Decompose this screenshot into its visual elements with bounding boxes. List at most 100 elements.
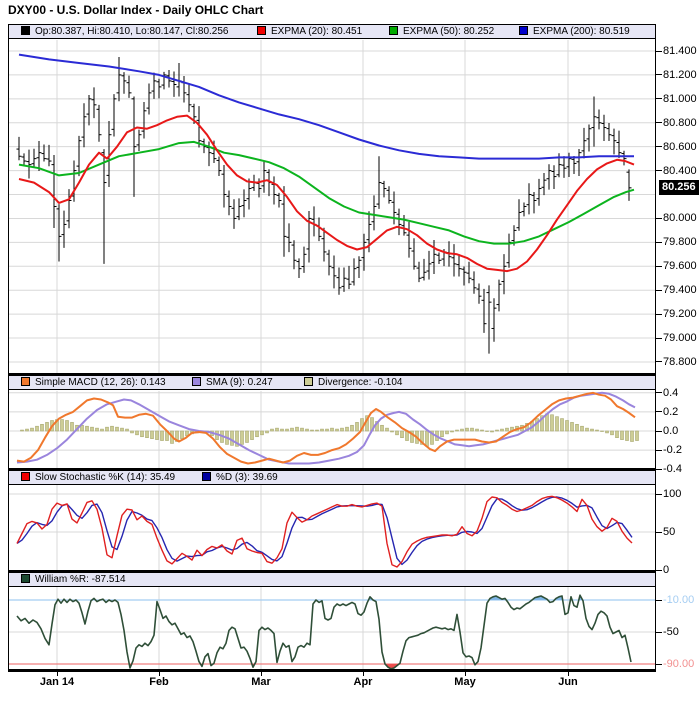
stochastic-legend-item: Slow Stochastic %K (14): 35.49 (21, 472, 175, 484)
y-axis-label: 78.800 (663, 355, 697, 368)
y-axis-tick (656, 531, 662, 533)
price-legend-item: EXPMA (50): 80.252 (389, 26, 494, 38)
x-axis-tick (465, 672, 466, 676)
x-axis-tick (568, 672, 569, 676)
y-axis-label: -0.4 (663, 463, 682, 476)
y-axis-label: -50 (663, 626, 679, 638)
y-axis-tick (656, 146, 662, 148)
y-axis-tick (656, 468, 662, 470)
macd-swatch-icon (192, 377, 201, 386)
macd-chart (9, 391, 655, 468)
price-legend-label: EXPMA (50): 80.252 (403, 26, 495, 37)
x-axis-tick (57, 672, 58, 676)
x-axis-label: Jun (558, 676, 578, 688)
x-axis-label: Feb (149, 676, 169, 688)
y-axis-label: 80.000 (663, 212, 697, 225)
macd-legend-label: SMA (9): 0.247 (206, 377, 273, 388)
williams-legend-label: William %R: -87.514 (35, 574, 126, 585)
y-axis-tick (656, 631, 662, 633)
stochastic-swatch-icon (21, 472, 30, 481)
y-axis-label: 0.4 (663, 386, 679, 399)
stochastic-swatch-icon (202, 472, 211, 481)
x-axis-label: May (454, 676, 476, 688)
y-axis-label: 80.400 (663, 164, 697, 177)
price-swatch-icon (257, 26, 266, 35)
panel-separator (8, 373, 656, 376)
price-legend-item: EXPMA (200): 80.519 (519, 26, 630, 38)
y-axis-label: 81.400 (663, 45, 697, 57)
y-axis-label: 79.000 (663, 332, 697, 345)
price-legend-label: EXPMA (20): 80.451 (271, 26, 363, 37)
y-axis-tick (656, 241, 662, 243)
y-axis-tick (656, 430, 662, 432)
y-axis-label: 79.600 (663, 260, 697, 273)
y-axis-label: 81.000 (663, 92, 697, 105)
y-axis-tick (656, 265, 662, 267)
price-swatch-icon (21, 26, 30, 35)
y-axis-tick (656, 663, 662, 665)
y-axis-label: 100 (663, 488, 682, 500)
macd-legend-label: Divergence: -0.104 (318, 377, 403, 388)
y-axis-label: 80.600 (663, 140, 697, 153)
y-axis-tick (656, 392, 662, 394)
macd-legend-item: Simple MACD (12, 26): 0.143 (21, 377, 166, 389)
stochastic-chart (9, 485, 655, 570)
panel-separator (8, 570, 656, 573)
y-axis-tick (656, 411, 662, 413)
x-axis-tick (261, 672, 262, 676)
y-axis-label: 0 (663, 564, 670, 576)
y-axis-tick (656, 361, 662, 363)
x-axis-label: Jan 14 (39, 676, 75, 688)
last-price-tag: 80.256 (659, 179, 699, 195)
y-axis-label: 80.800 (663, 116, 697, 129)
chart-title: DXY00 - U.S. Dollar Index - Daily OHLC C… (8, 3, 264, 17)
williams-legend-bar: William %R: -87.514 (9, 573, 655, 587)
x-axis-tick (363, 672, 364, 676)
macd-swatch-icon (21, 377, 30, 386)
y-axis-label: 79.400 (663, 284, 697, 297)
y-axis-tick (656, 289, 662, 291)
y-axis-tick (656, 449, 662, 451)
macd-legend-item: SMA (9): 0.247 (192, 377, 273, 389)
y-axis-tick (656, 493, 662, 495)
y-axis-label: 0.2 (663, 405, 679, 418)
price-chart (9, 40, 655, 373)
x-axis-label: Apr (353, 676, 373, 688)
price-legend-label: Op:80.387, Hi:80.410, Lo:80.147, Cl:80.2… (35, 26, 229, 37)
y-axis-label: 79.200 (663, 308, 697, 321)
y-axis-label: -90.00 (663, 658, 695, 670)
y-axis-tick (656, 599, 662, 601)
y-axis-label: 50 (663, 526, 676, 538)
price-legend-item: Op:80.387, Hi:80.410, Lo:80.147, Cl:80.2… (21, 26, 228, 38)
y-axis-label: -10.00 (663, 594, 695, 606)
price-legend-bar: Op:80.387, Hi:80.410, Lo:80.147, Cl:80.2… (9, 25, 655, 39)
y-axis-tick (656, 569, 662, 571)
price-legend-item: EXPMA (20): 80.451 (257, 26, 362, 38)
price-swatch-icon (389, 26, 398, 35)
x-axis-tick (159, 672, 160, 676)
price-swatch-icon (519, 26, 528, 35)
macd-legend-bar: Simple MACD (12, 26): 0.143 SMA (9): 0.24… (9, 376, 655, 390)
macd-swatch-icon (304, 377, 313, 386)
y-axis-tick (656, 337, 662, 339)
y-axis-tick (656, 98, 662, 100)
williams-legend-item: William %R: -87.514 (21, 574, 126, 586)
y-axis-tick (656, 170, 662, 172)
williams-chart (9, 587, 655, 669)
panel-separator (8, 468, 656, 471)
y-axis-label: 81.200 (663, 68, 697, 81)
y-axis-tick (656, 217, 662, 219)
macd-legend-label: Simple MACD (12, 26): 0.143 (35, 377, 166, 388)
stochastic-legend-label: Slow Stochastic %K (14): 35.49 (35, 472, 176, 483)
plot-frame (8, 24, 656, 672)
stochastic-legend-bar: Slow Stochastic %K (14): 35.49 %D (3): 39… (9, 471, 655, 485)
y-axis-tick (656, 122, 662, 124)
williams-swatch-icon (21, 574, 30, 583)
y-axis-tick (656, 74, 662, 76)
y-axis-tick (656, 50, 662, 52)
price-legend-label: EXPMA (200): 80.519 (533, 26, 630, 37)
stochastic-legend-label: %D (3): 39.69 (216, 472, 278, 483)
y-axis-label: 0.0 (663, 425, 679, 437)
y-axis-label: -0.2 (663, 444, 682, 457)
